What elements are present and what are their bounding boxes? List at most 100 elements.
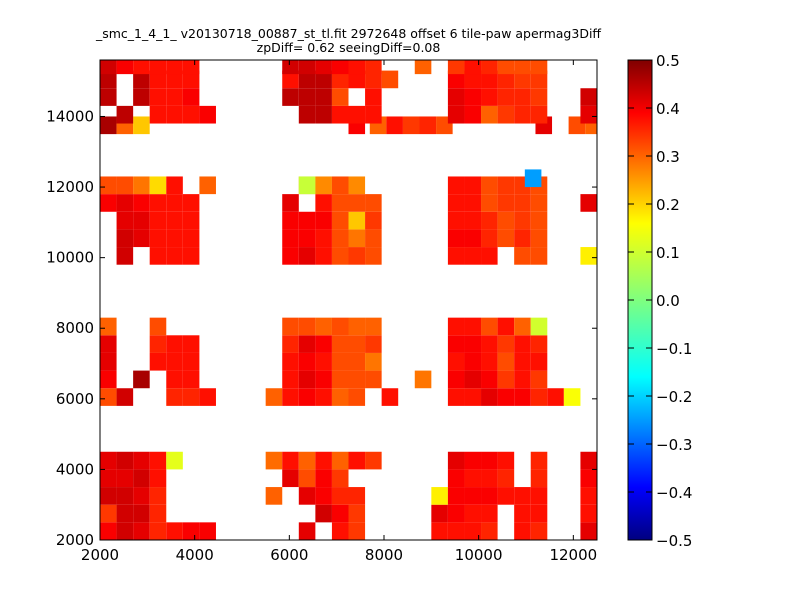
heatmap-cell (464, 70, 482, 89)
heatmap-cell (199, 522, 216, 540)
heatmap-cell (298, 229, 316, 248)
heatmap-cell (315, 370, 332, 389)
heatmap-cell (530, 247, 548, 265)
heatmap-cell (348, 352, 366, 371)
heatmap-cell (298, 60, 316, 75)
heatmap-cell (149, 70, 167, 89)
heatmap-cell (447, 105, 465, 124)
heatmap-cell (597, 353, 614, 371)
heatmap-cell (419, 116, 437, 135)
heatmap-cell (348, 105, 366, 124)
heatmap-cell (597, 371, 614, 389)
heatmap-cell (100, 176, 117, 195)
heatmap-cell (514, 211, 531, 230)
heatmap-cell (182, 229, 200, 248)
heatmap-cell (315, 504, 332, 523)
heatmap-cell (524, 169, 542, 188)
heatmap-cell (265, 388, 283, 406)
heatmap-cell (298, 211, 316, 230)
heatmap-cell (481, 388, 498, 406)
heatmap-cell (100, 116, 117, 135)
heatmap-cell (497, 60, 515, 75)
heatmap-cell (149, 352, 167, 371)
heatmap-cell (447, 176, 465, 195)
heatmap-cell (133, 88, 150, 106)
y-tick-label: 4000 (56, 460, 94, 478)
colorbar-tick-label: −0.4 (656, 484, 692, 502)
heatmap-cell (166, 60, 183, 75)
heatmap-cell (481, 352, 498, 371)
heatmap-cell (166, 352, 183, 371)
heatmap-cell (464, 247, 482, 265)
heatmap-cell (597, 487, 614, 505)
colorbar-tick-label: −0.2 (656, 388, 692, 406)
heatmap-cell (497, 229, 515, 248)
heatmap-cell (547, 388, 564, 406)
heatmap-cell (381, 70, 399, 89)
heatmap-cell (481, 229, 498, 248)
heatmap-cell (348, 370, 366, 389)
heatmap-cell (580, 88, 597, 106)
heatmap-cell (166, 194, 183, 212)
heatmap-cell (182, 335, 200, 353)
heatmap-cell (331, 522, 349, 540)
heatmap-cell (431, 504, 448, 523)
heatmap-cell (481, 487, 498, 505)
heatmap-cell (315, 487, 332, 505)
heatmap-cell (149, 451, 167, 470)
heatmap-cell (348, 247, 366, 265)
heatmap-cell (481, 370, 498, 389)
heatmap-cell (530, 229, 548, 248)
heatmap-cell (530, 352, 548, 371)
heatmap-cell (298, 370, 316, 389)
heatmap-cell (100, 70, 117, 89)
heatmap-cell (365, 88, 382, 106)
heatmap-cell (447, 469, 465, 488)
heatmap-cell (100, 194, 117, 212)
heatmap-cell (348, 211, 366, 230)
heatmap-cell (133, 469, 150, 488)
heatmap-cell (514, 335, 531, 353)
heatmap-cell (315, 469, 332, 488)
heatmap-cell (100, 60, 117, 75)
heatmap-cell (149, 105, 167, 124)
heatmap-cell (315, 70, 332, 89)
heatmap-cell (116, 176, 134, 195)
heatmap-cell (331, 451, 349, 470)
heatmap-cell (530, 211, 548, 230)
heatmap-cell (464, 469, 482, 488)
heatmap-cell (402, 116, 420, 135)
heatmap-cell (497, 335, 515, 353)
heatmap-cell (464, 229, 482, 248)
heatmap-cell (282, 194, 299, 212)
heatmap-cell (282, 370, 299, 389)
heatmap-cell (315, 451, 332, 470)
x-tick-label: 6000 (270, 546, 308, 564)
heatmap-cell (348, 60, 366, 75)
heatmap-cell (166, 522, 183, 540)
heatmap-cell (414, 60, 432, 75)
heatmap-cell (298, 469, 316, 488)
heatmap-cell (133, 60, 150, 75)
heatmap-cell (597, 106, 614, 124)
heatmap-cell (464, 388, 482, 406)
heatmap-cell (497, 317, 515, 336)
heatmap-cell (133, 229, 150, 248)
heatmap-cell (182, 88, 200, 106)
colorbar-tick-label: 0.3 (656, 148, 680, 166)
heatmap-cell (100, 522, 117, 540)
heatmap-cells (100, 60, 614, 540)
heatmap-cell (298, 451, 316, 470)
heatmap-cell (530, 105, 548, 124)
heatmap-cell (331, 176, 349, 195)
heatmap-cell (149, 176, 167, 195)
heatmap-cell (331, 88, 349, 106)
y-tick-label: 14000 (46, 107, 94, 125)
heatmap-cell (116, 451, 134, 470)
colorbar-tick-label: 0.5 (656, 52, 680, 70)
heatmap-cell (282, 352, 299, 371)
heatmap-cell (265, 451, 283, 470)
heatmap-cell (100, 370, 117, 389)
heatmap-cell (481, 60, 498, 75)
heatmap-cell (149, 469, 167, 488)
